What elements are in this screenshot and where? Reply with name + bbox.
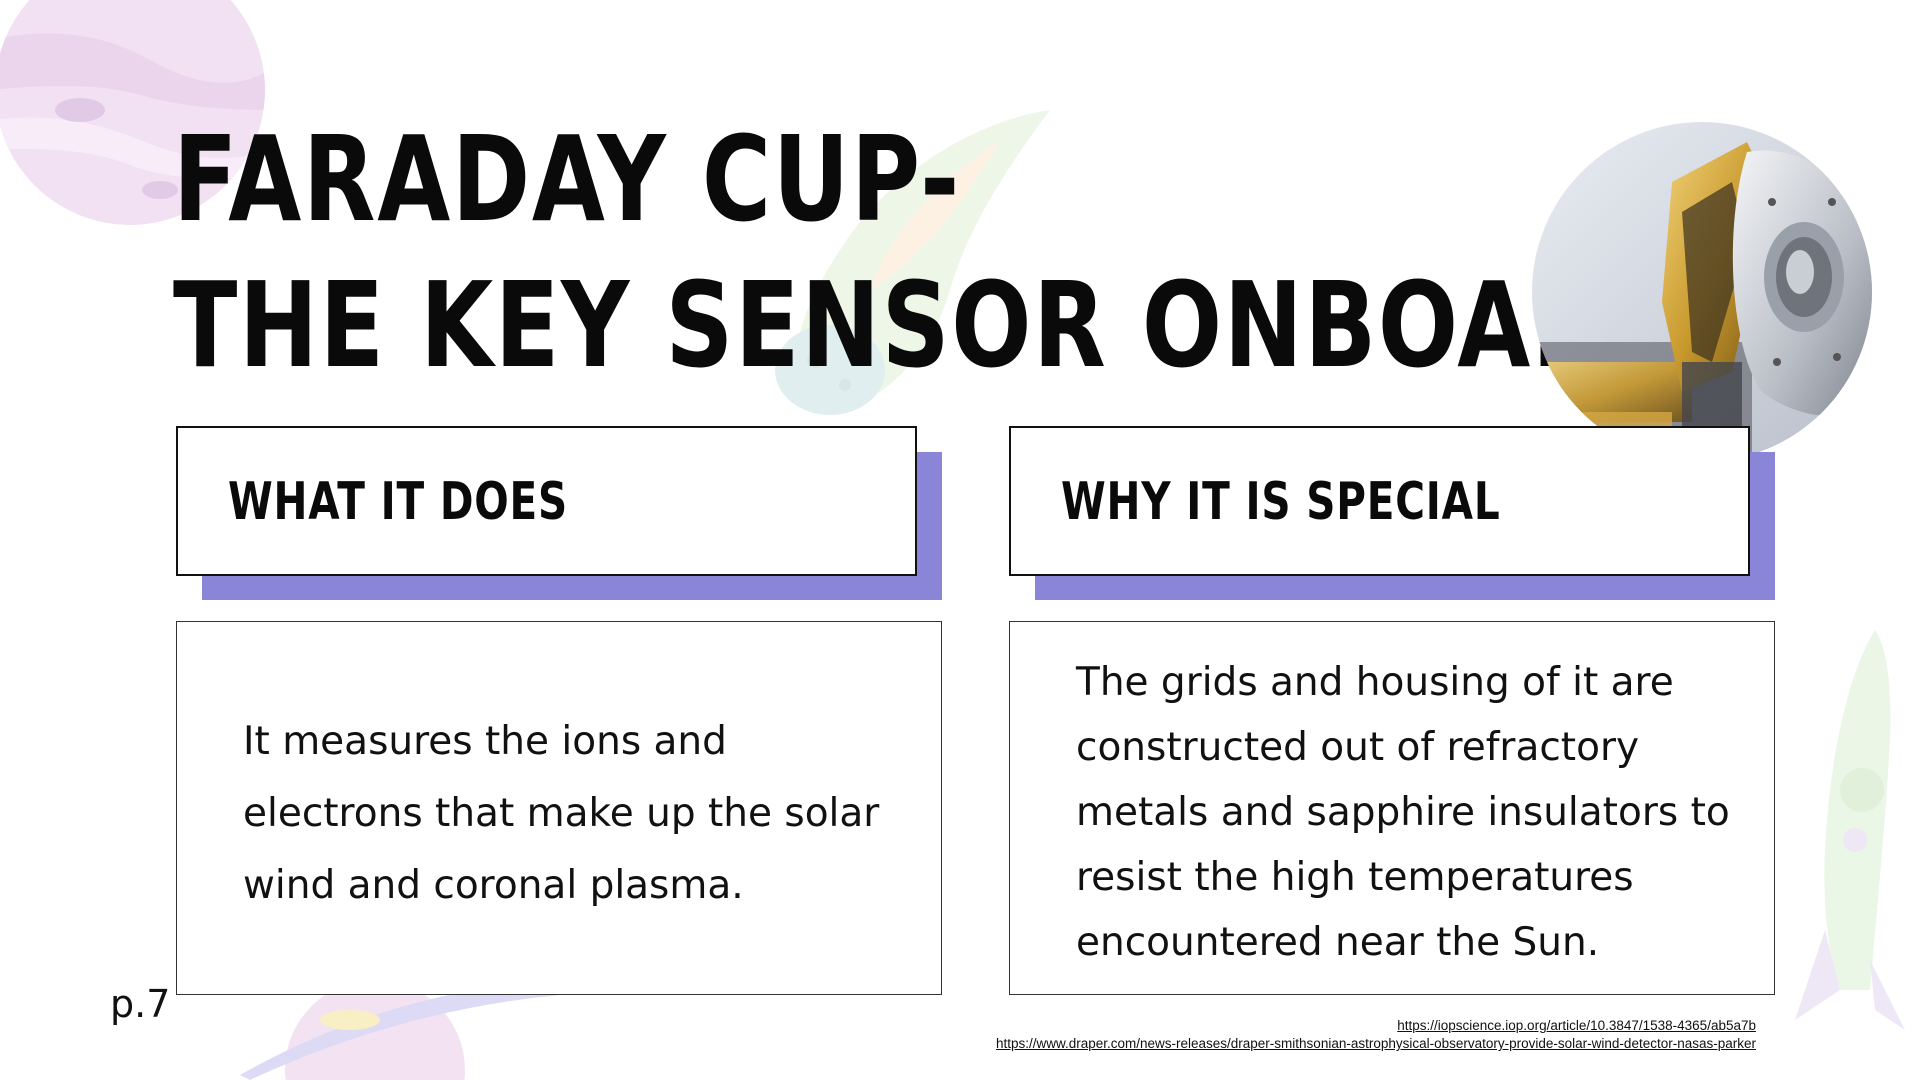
what-it-does-heading: WHAT IT DOES (228, 472, 569, 532)
title-line-2: THE KEY SENSOR ONBOARD (173, 256, 1687, 394)
why-it-is-special-heading: WHY IT IS SPECIAL (1061, 472, 1501, 532)
why-it-is-special-header-box: WHY IT IS SPECIAL (1009, 426, 1750, 576)
faraday-cup-photo-image (1532, 122, 1872, 462)
why-it-is-special-content-box: The grids and housing of it are construc… (1009, 621, 1775, 995)
what-it-does-text: It measures the ions and electrons that … (243, 719, 880, 908)
page-title: FARADAY CUP- THE KEY SENSOR ONBOARD (173, 106, 1686, 398)
planet-decoration-bottom (240, 980, 560, 1080)
planet-decoration-top-left (0, 0, 265, 225)
why-it-is-special-text: The grids and housing of it are construc… (1076, 660, 1730, 965)
rocket-decoration (1795, 630, 1905, 1030)
page-number: p.7 (110, 982, 171, 1026)
title-line-1: FARADAY CUP- (173, 110, 961, 248)
faraday-cup-photo (1532, 122, 1872, 462)
what-it-does-content-box: It measures the ions and electrons that … (176, 621, 942, 995)
what-it-does-header-box: WHAT IT DOES (176, 426, 917, 576)
comet-decoration (775, 110, 1050, 415)
reference-link-1[interactable]: https://iopscience.iop.org/article/10.38… (1397, 1018, 1756, 1033)
reference-link-2[interactable]: https://www.draper.com/news-releases/dra… (995, 1036, 1756, 1051)
references: https://iopscience.iop.org/article/10.38… (856, 1017, 1756, 1053)
